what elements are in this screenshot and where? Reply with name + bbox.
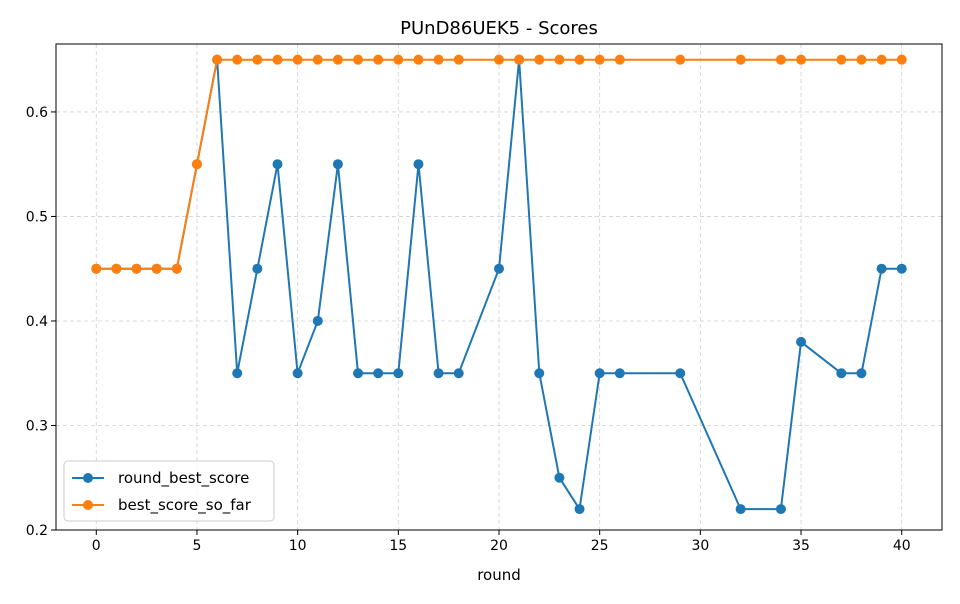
x-axis-label: round	[477, 566, 521, 584]
data-point	[353, 54, 364, 65]
data-point	[534, 54, 545, 65]
data-point	[453, 368, 464, 379]
data-point	[796, 54, 807, 65]
data-point	[413, 54, 424, 65]
data-point	[614, 54, 625, 65]
data-point	[191, 159, 202, 170]
data-point	[856, 368, 867, 379]
data-point	[151, 263, 162, 274]
x-tick-label: 40	[893, 538, 911, 554]
data-point	[775, 504, 786, 515]
chart-title: PUnD86UEK5 - Scores	[400, 18, 598, 39]
data-point	[494, 54, 504, 65]
y-tick-label: 0.3	[26, 418, 48, 434]
data-point	[312, 315, 323, 326]
data-point	[212, 54, 223, 65]
data-point	[494, 263, 504, 274]
data-point	[594, 368, 605, 379]
x-tick-label: 25	[591, 538, 609, 554]
data-point	[272, 54, 283, 65]
y-tick-label: 0.4	[26, 314, 48, 330]
data-point	[393, 54, 404, 65]
x-tick-label: 20	[490, 538, 508, 554]
data-point	[252, 54, 263, 65]
legend-items: round_best_score best_score_so_far	[72, 469, 252, 515]
data-point	[453, 54, 464, 65]
data-point	[91, 263, 102, 274]
x-tick-label: 10	[289, 538, 307, 554]
series-layer	[91, 54, 907, 515]
y-axis-ticks: 0.2 0.3 0.4 0.5 0.6	[26, 105, 56, 539]
x-tick-label: 0	[92, 538, 101, 554]
x-tick-label: 30	[691, 538, 709, 554]
series-line	[96, 58, 902, 270]
data-point	[574, 504, 585, 515]
data-point	[131, 263, 142, 274]
data-point	[232, 368, 243, 379]
x-axis-ticks: 0 5 10 15 20 25 30 35 40	[92, 530, 911, 554]
data-point	[373, 368, 384, 379]
data-point	[594, 54, 605, 65]
data-point	[252, 263, 263, 274]
data-point	[876, 263, 887, 274]
series-best_score_so_far	[91, 54, 907, 274]
data-point	[554, 54, 565, 65]
data-point	[735, 504, 746, 515]
data-point	[836, 54, 847, 65]
data-point	[292, 368, 303, 379]
data-point	[514, 54, 525, 65]
data-point	[272, 159, 283, 170]
data-point	[373, 54, 384, 65]
x-tick-label: 15	[389, 538, 407, 554]
data-point	[675, 54, 686, 65]
data-point	[413, 159, 424, 170]
data-point	[896, 54, 907, 65]
data-point	[433, 54, 444, 65]
data-point	[836, 368, 847, 379]
data-point	[735, 54, 746, 65]
data-point	[534, 368, 545, 379]
x-tick-label: 35	[792, 538, 810, 554]
legend-marker	[83, 500, 93, 510]
legend-label: best_score_so_far	[118, 496, 252, 515]
data-point	[232, 54, 243, 65]
data-point	[775, 54, 786, 65]
legend-marker	[83, 473, 93, 483]
data-point	[433, 368, 444, 379]
data-point	[332, 54, 343, 65]
legend: round_best_score best_score_so_far	[63, 460, 275, 522]
y-tick-label: 0.5	[26, 209, 48, 225]
data-point	[111, 263, 122, 274]
y-tick-label: 0.6	[26, 105, 48, 121]
data-point	[675, 368, 686, 379]
y-tick-label: 0.2	[26, 523, 48, 539]
data-point	[312, 54, 323, 65]
data-point	[876, 54, 887, 65]
data-point	[614, 368, 625, 379]
data-point	[554, 472, 565, 483]
data-point	[353, 368, 364, 379]
data-point	[856, 54, 867, 65]
data-point	[393, 368, 404, 379]
legend-box	[63, 460, 275, 522]
legend-label: round_best_score	[118, 469, 249, 488]
data-point	[896, 263, 907, 274]
data-point	[574, 54, 585, 65]
data-point	[332, 159, 343, 170]
data-point	[171, 263, 182, 274]
data-point	[796, 336, 807, 347]
x-tick-label: 5	[192, 538, 201, 554]
data-point	[292, 54, 303, 65]
